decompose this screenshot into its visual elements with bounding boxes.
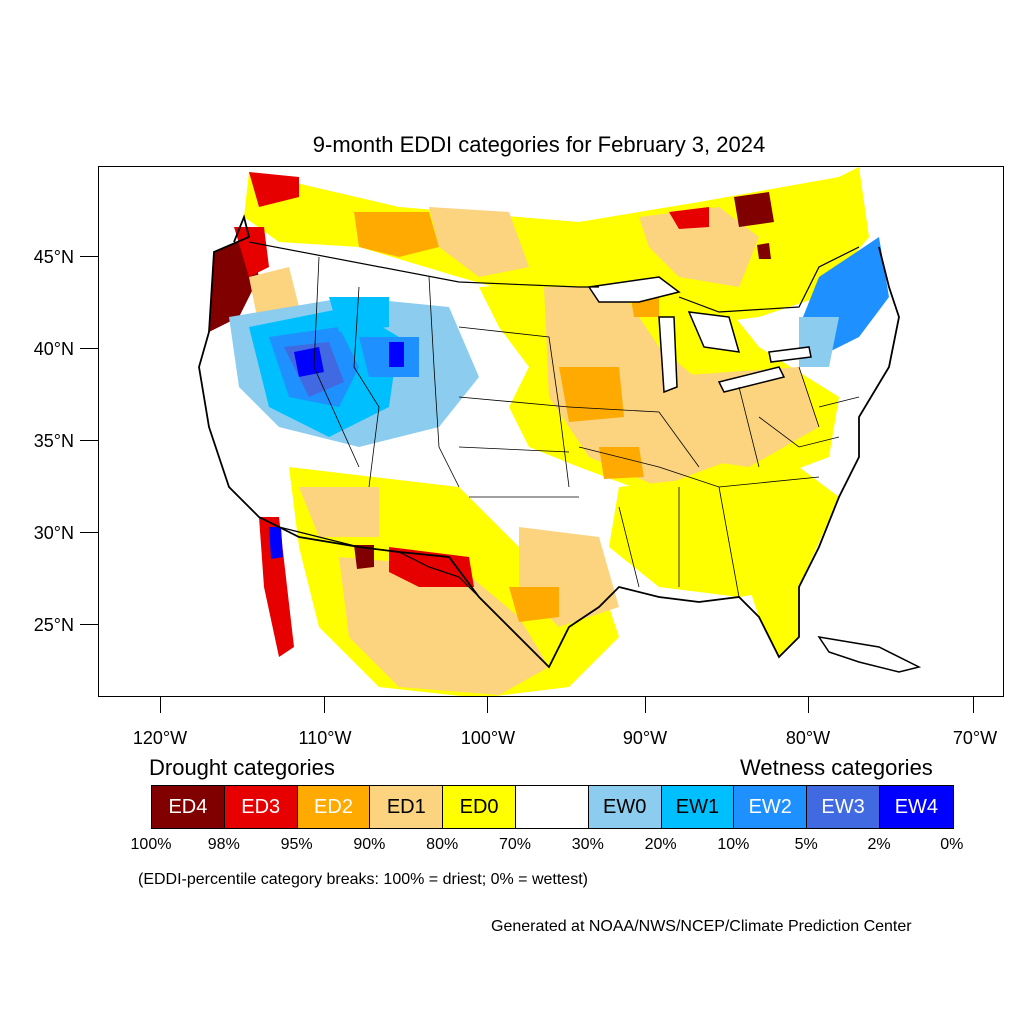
legend-break-label: 5% (794, 836, 818, 853)
credit-line: Generated at NOAA/NWS/NCEP/Climate Predi… (491, 918, 912, 935)
lon-tick-110 (324, 697, 325, 713)
legend-break-label: 95% (280, 836, 313, 853)
legend-cell-ed0: ED0 (443, 786, 516, 828)
legend-break-label: 2% (867, 836, 891, 853)
region-wy-ew4 (389, 342, 404, 367)
region-canada-orange-west (354, 212, 439, 257)
legend-break-label: 100% (130, 836, 172, 853)
lon-tick-100 (487, 697, 488, 713)
region-basin-ew4 (294, 347, 324, 377)
lat-tick-25 (80, 624, 98, 625)
region-canada-ed4 (734, 192, 774, 227)
lat-label-45: 45°N (33, 247, 74, 267)
region-iowa-ed2 (559, 367, 624, 422)
lat-tick-40 (80, 348, 98, 349)
lon-label-110: 110°W (298, 728, 352, 748)
legend-color-bar: ED4 ED3 ED2 ED1 ED0 EW0 EW1 EW2 EW3 EW4 (151, 785, 954, 829)
legend-cell-ed3: ED3 (224, 786, 298, 828)
legend-break-label: 90% (353, 836, 386, 853)
region-mt-ew1 (329, 297, 389, 332)
lon-label-120: 120°W (132, 728, 188, 748)
legend-drought-title: Drought categories (149, 755, 335, 780)
legend-cell-ew0: EW0 (588, 786, 662, 828)
legend-cell-ed1: ED1 (370, 786, 444, 828)
lat-tick-30 (80, 532, 98, 533)
region-az-ed1 (299, 487, 379, 537)
lat-label-35: 35°N (33, 431, 74, 451)
region-ohio-ed1 (659, 367, 819, 467)
region-tx-ed2 (509, 587, 559, 622)
lake-superior (587, 276, 681, 303)
lon-tick-120 (160, 697, 161, 713)
lon-tick-90 (645, 697, 646, 713)
lon-label-90: 90°W (622, 728, 668, 748)
us-outline (198, 214, 900, 669)
lat-label-40: 40°N (33, 339, 74, 359)
legend-break-label: 30% (571, 836, 604, 853)
region-nw-ed3 (249, 172, 299, 207)
cuba-outline (817, 635, 922, 673)
legend-break-label: 98% (207, 836, 240, 853)
legend-break-label: 10% (717, 836, 750, 853)
map-title: 9-month EDDI categories for February 3, … (312, 132, 766, 157)
legend-note: (EDDI-percentile category breaks: 100% =… (138, 871, 588, 888)
lon-label-70: 70°W (952, 728, 998, 748)
legend-wetness-title: Wetness categories (740, 755, 933, 780)
lake-erie (717, 366, 786, 393)
region-canada-ed1 (429, 207, 529, 277)
region-nm-ed4 (354, 545, 374, 569)
legend-cell-neutral (515, 786, 589, 828)
lon-label-80: 80°W (785, 728, 831, 748)
region-canada-ed1-east (639, 207, 759, 287)
region-canada-ed3 (669, 207, 709, 229)
lon-tick-70 (973, 697, 974, 713)
legend-break-label: 20% (644, 836, 677, 853)
region-baja-ew4 (269, 527, 283, 559)
canada-border (248, 241, 860, 313)
map-panel (98, 166, 1004, 697)
lat-tick-35 (80, 440, 98, 441)
legend-cell-ed4: ED4 (152, 786, 225, 828)
lat-tick-45 (80, 256, 98, 257)
lake-huron (687, 311, 741, 353)
region-baja-ed3 (259, 517, 294, 657)
lat-label-25: 25°N (33, 615, 74, 635)
region-canada-yellow (244, 167, 869, 327)
region-se-yellow (609, 467, 839, 597)
legend-break-label: 80% (426, 836, 459, 853)
legend-cell-ew4: EW4 (879, 786, 953, 828)
state-borders (313, 256, 860, 598)
lat-label-30: 30°N (33, 523, 74, 543)
region-mex-ed1 (339, 557, 549, 695)
region-mo-ed2 (599, 447, 644, 479)
map-canvas (198, 167, 922, 696)
legend-cell-ew2: EW2 (734, 786, 808, 828)
legend-cell-ew1: EW1 (661, 786, 735, 828)
region-fl-yellow (749, 587, 799, 657)
legend-break-label: 70% (498, 836, 532, 853)
region-canada-ed4-b (757, 243, 771, 259)
lon-tick-80 (808, 697, 809, 713)
mexico-border (278, 526, 520, 638)
legend-cell-ed2: ED2 (297, 786, 371, 828)
legend-cell-ew3: EW3 (807, 786, 880, 828)
lake-ontario (768, 346, 812, 363)
legend-break-label: 0% (940, 836, 964, 853)
lake-michigan (658, 316, 678, 394)
lon-label-100: 100°W (460, 728, 516, 748)
